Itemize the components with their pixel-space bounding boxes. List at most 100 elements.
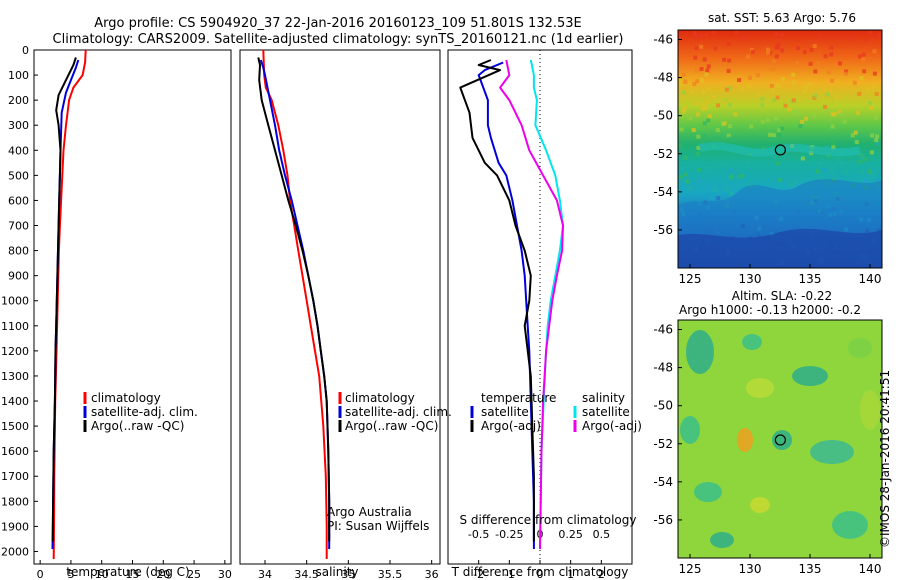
sst-pixel xyxy=(706,99,711,104)
sst-pixel xyxy=(706,64,711,69)
map-y-tick-label: -46 xyxy=(653,323,673,337)
sst-pixel xyxy=(768,132,773,137)
sst-pixel xyxy=(843,169,848,174)
sst-pixel xyxy=(867,30,872,35)
sla-map-title: Altim. SLA: -0.22 xyxy=(732,289,832,303)
depth-tick-label: 1400 xyxy=(1,395,29,408)
sst-pixel xyxy=(683,172,688,177)
sla-argo-marker xyxy=(774,434,786,446)
sst-pixel xyxy=(695,79,700,84)
series-line-t-argo-adj xyxy=(459,59,535,542)
depth-tick-label: 1600 xyxy=(1,445,29,458)
sst-pixel xyxy=(869,106,874,111)
x-tick-label: 35 xyxy=(341,568,355,580)
sst-pixel xyxy=(727,64,732,69)
sst-pixel xyxy=(727,86,732,91)
sst-pixel xyxy=(695,101,700,106)
sst-pixel xyxy=(689,90,694,95)
sst-pixel xyxy=(765,118,770,123)
sst-pixel xyxy=(739,86,744,91)
sst-pixel xyxy=(872,49,877,54)
depth-tick-label: 1900 xyxy=(1,520,29,533)
sst-pixel xyxy=(680,166,685,171)
sst-pixel xyxy=(770,88,775,93)
sst-pixel xyxy=(747,84,752,89)
x-tick-label: 25 xyxy=(187,568,201,580)
sst-pixel xyxy=(745,160,750,165)
sst-pixel xyxy=(791,98,796,103)
sst-pixel xyxy=(727,102,732,107)
depth-tick-label: 1500 xyxy=(1,420,29,433)
sst-pixel xyxy=(696,167,701,172)
difference-xlabel-top: S difference from climatology xyxy=(460,513,637,527)
sst-pixel xyxy=(726,133,731,138)
sst-pixel xyxy=(703,106,708,111)
sst-pixel xyxy=(875,134,880,139)
sst-pixel xyxy=(803,85,808,90)
map-x-tick-label: 130 xyxy=(739,272,762,286)
sst-pixel xyxy=(760,119,765,124)
sst-pixel xyxy=(728,168,733,173)
sst-pixel xyxy=(755,73,760,78)
sst-pixel xyxy=(825,92,830,97)
difference-xlabel: T difference from climatology xyxy=(451,565,629,579)
sst-pixel xyxy=(796,110,801,115)
sst-pixel xyxy=(858,54,863,59)
sst-pixel xyxy=(776,161,781,166)
sst-pixel xyxy=(844,71,849,76)
depth-tick-label: 300 xyxy=(8,119,29,132)
sst-pixel xyxy=(788,182,793,187)
legend-label-argo: Argo(..raw -QC) xyxy=(345,419,438,433)
sst-pixel xyxy=(699,44,704,49)
sla-blob xyxy=(860,390,880,430)
credit-org: Argo Australia xyxy=(327,505,412,519)
map-x-tick-label: 140 xyxy=(859,272,882,286)
sst-pixel xyxy=(678,77,683,82)
sst-pixel xyxy=(688,116,693,121)
sst-pixel xyxy=(693,55,698,60)
sst-pixel xyxy=(826,136,831,141)
sst-pixel xyxy=(727,58,732,63)
sst-pixel xyxy=(725,187,730,192)
map-y-tick-label: -48 xyxy=(653,71,673,85)
sst-map-image xyxy=(678,30,882,268)
sst-pixel xyxy=(830,78,835,83)
sst-pixel xyxy=(826,70,831,75)
sst-pixel xyxy=(875,141,880,146)
sst-pixel xyxy=(877,33,882,38)
sst-pixel xyxy=(829,45,834,50)
sst-pixel xyxy=(702,57,707,62)
legend-title-salinity: salinity xyxy=(582,391,625,405)
sst-pixel xyxy=(749,124,754,129)
sla-blob xyxy=(832,511,868,539)
sst-pixel xyxy=(864,37,869,42)
sst-pixel xyxy=(685,179,690,184)
difference-series xyxy=(459,59,564,550)
sst-pixel xyxy=(771,133,776,138)
sst-pixel xyxy=(838,112,843,117)
depth-tick-label: 0 xyxy=(22,44,29,57)
depth-tick-label: 600 xyxy=(8,194,29,207)
map-y-tick-label: -50 xyxy=(653,109,673,123)
sst-pixel xyxy=(683,79,688,84)
sst-pixel xyxy=(678,83,683,88)
depth-tick-label: 500 xyxy=(8,169,29,182)
legend-label-argo: Argo(..raw -QC) xyxy=(91,419,184,433)
sst-pixel xyxy=(733,112,738,117)
legend-label-climatology: climatology xyxy=(345,391,415,405)
sla-blob xyxy=(772,430,792,450)
sst-pixel xyxy=(837,109,842,114)
sst-pixel xyxy=(817,34,822,39)
map-x-tick-label: 125 xyxy=(679,562,702,576)
sst-pixel xyxy=(870,172,875,177)
sst-pixel xyxy=(859,76,864,81)
sst-pixel xyxy=(694,34,699,39)
sst-pixel xyxy=(830,112,835,117)
s-diff-tick-label: 0.5 xyxy=(593,528,611,541)
legend-label-satellite: satellite-adj. clim. xyxy=(91,405,198,419)
sla-map-axes: 125 130 135 140 -46 -48 -50 -52 -54 -56 xyxy=(653,323,881,576)
sst-pixel xyxy=(715,103,720,108)
sst-pixel xyxy=(711,30,716,35)
legend-title-temperature: temperature xyxy=(481,391,556,405)
x-tick-label: 5 xyxy=(67,568,74,580)
